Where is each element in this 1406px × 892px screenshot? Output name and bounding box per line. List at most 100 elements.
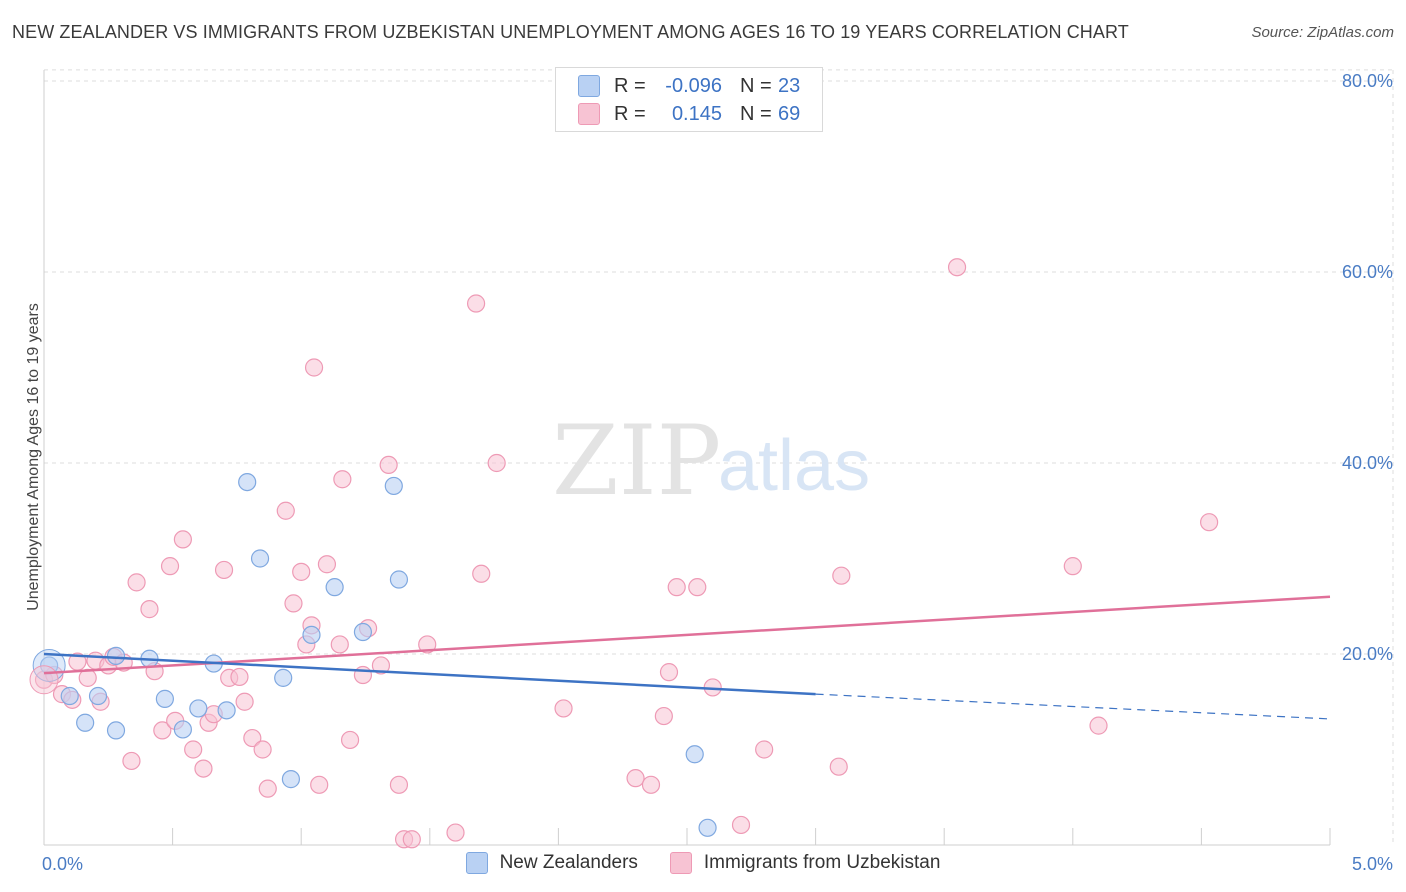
data-point-new-zealanders — [353, 622, 373, 642]
trend-layer — [43, 595, 1331, 720]
data-point-uzbekistan — [333, 470, 352, 489]
data-point-uzbekistan — [402, 830, 421, 849]
ticks-layer: 20.0% 40.0% 60.0% 80.0% 0.0% 5.0% — [42, 71, 1393, 874]
legend-swatch-pink — [578, 103, 600, 125]
data-point-new-zealanders — [325, 578, 344, 597]
data-point-new-zealanders — [189, 699, 208, 718]
points-layer — [29, 258, 1219, 849]
data-point-uzbekistan — [214, 560, 234, 580]
trendline-new-zealanders-extension — [815, 693, 1331, 720]
watermark-atlas: atlas — [718, 426, 870, 506]
data-point-uzbekistan — [371, 656, 391, 675]
trendline-new-zealanders — [43, 652, 816, 696]
series-name: New Zealanders — [499, 852, 638, 873]
data-point-uzbekistan — [140, 600, 159, 619]
data-point-uzbekistan — [310, 775, 329, 794]
data-point-uzbekistan — [230, 667, 249, 687]
data-point-uzbekistan — [292, 562, 311, 581]
data-point-new-zealanders — [274, 668, 293, 687]
data-point-uzbekistan — [466, 294, 486, 313]
y-tick-label: 20.0% — [1342, 644, 1393, 664]
data-point-new-zealanders — [217, 701, 236, 720]
data-point-uzbekistan — [829, 757, 848, 776]
data-point-new-zealanders — [302, 625, 321, 645]
legend-n-label: N = — [740, 74, 772, 97]
data-point-uzbekistan-large — [29, 665, 59, 695]
data-point-uzbekistan — [1200, 513, 1219, 532]
data-point-uzbekistan — [446, 823, 465, 842]
data-point-uzbekistan — [173, 530, 192, 549]
data-point-new-zealanders — [238, 473, 257, 492]
data-point-uzbekistan — [667, 578, 686, 597]
legend-r-value: 0.145 — [671, 102, 722, 125]
data-point-uzbekistan — [317, 555, 337, 574]
legend-n-value: 23 — [778, 74, 801, 97]
data-point-new-zealanders — [88, 686, 108, 706]
chart-title: NEW ZEALANDER VS IMMIGRANTS FROM UZBEKIS… — [12, 22, 1129, 42]
data-point-uzbekistan — [379, 455, 398, 475]
data-point-new-zealanders — [685, 745, 704, 764]
data-point-uzbekistan — [731, 815, 751, 835]
data-point-uzbekistan — [253, 740, 272, 759]
data-point-new-zealanders — [250, 549, 270, 568]
watermark-zip: ZIP — [552, 405, 721, 517]
data-point-uzbekistan — [340, 730, 360, 750]
data-point-uzbekistan — [626, 769, 645, 788]
data-point-uzbekistan — [832, 566, 851, 585]
data-point-new-zealanders — [698, 818, 717, 837]
data-point-uzbekistan — [153, 721, 172, 740]
data-point-new-zealanders — [155, 689, 174, 708]
series-name: Immigrants from Uzbekistan — [703, 852, 941, 873]
x-tick-label: 0.0% — [42, 854, 83, 874]
legend-r-label: R = — [614, 74, 646, 97]
data-point-uzbekistan — [554, 699, 573, 718]
legend-row-new-zealanders: R = -0.096 N = 23 — [578, 73, 800, 99]
y-tick-label: 60.0% — [1342, 262, 1393, 282]
legend-r-label: R = — [614, 102, 646, 125]
data-point-uzbekistan — [654, 706, 673, 726]
legend-r-value: -0.096 — [665, 74, 722, 97]
y-tick-label: 80.0% — [1342, 71, 1393, 91]
data-point-uzbekistan — [755, 740, 774, 759]
data-point-uzbekistan — [487, 453, 506, 473]
data-point-uzbekistan — [472, 564, 491, 583]
series-legend-uzbekistan: Immigrants from Uzbekistan — [669, 852, 941, 874]
legend-swatch-blue — [578, 75, 600, 97]
series-swatch-blue — [465, 852, 488, 874]
data-point-uzbekistan — [276, 501, 295, 520]
data-point-uzbekistan — [184, 740, 203, 759]
axes-layer — [43, 70, 1331, 846]
series-swatch-pink — [669, 852, 692, 874]
data-point-uzbekistan — [243, 728, 262, 748]
data-point-uzbekistan — [1089, 716, 1108, 735]
series-legend-new-zealanders: New Zealanders — [465, 852, 638, 874]
data-point-uzbekistan — [688, 578, 707, 597]
legend-n-value: 69 — [778, 102, 801, 125]
source-label: Source: ZipAtlas.com — [1251, 24, 1394, 41]
data-point-uzbekistan — [947, 258, 967, 277]
data-point-new-zealanders — [384, 476, 403, 496]
series-legend: New Zealanders Immigrants from Uzbekista… — [0, 852, 1406, 874]
y-axis-label: Unemployment Among Ages 16 to 19 years — [25, 303, 42, 611]
data-point-uzbekistan — [418, 635, 437, 654]
data-point-uzbekistan — [194, 759, 213, 778]
data-point-uzbekistan — [641, 775, 661, 794]
y-tick-label: 40.0% — [1342, 453, 1393, 473]
data-point-uzbekistan — [258, 779, 277, 798]
data-point-new-zealanders — [281, 770, 301, 789]
data-point-uzbekistan — [235, 692, 254, 711]
legend-row-uzbekistan: R = 0.145 N = 69 — [578, 101, 800, 127]
data-point-new-zealanders — [76, 713, 95, 732]
data-point-uzbekistan — [659, 663, 679, 682]
data-point-uzbekistan — [284, 594, 303, 613]
data-point-uzbekistan — [330, 635, 349, 654]
data-point-new-zealanders — [106, 721, 126, 740]
data-point-new-zealanders — [60, 686, 79, 706]
x-tick-label: 5.0% — [1352, 854, 1393, 874]
legend: R = -0.096 N = 23 R = 0.145 N = 69 — [555, 67, 823, 132]
data-point-uzbekistan — [389, 775, 409, 794]
data-point-uzbekistan — [160, 557, 180, 576]
data-point-new-zealanders — [389, 570, 409, 589]
trendline-uzbekistan — [43, 595, 1331, 675]
data-point-uzbekistan — [122, 751, 141, 771]
